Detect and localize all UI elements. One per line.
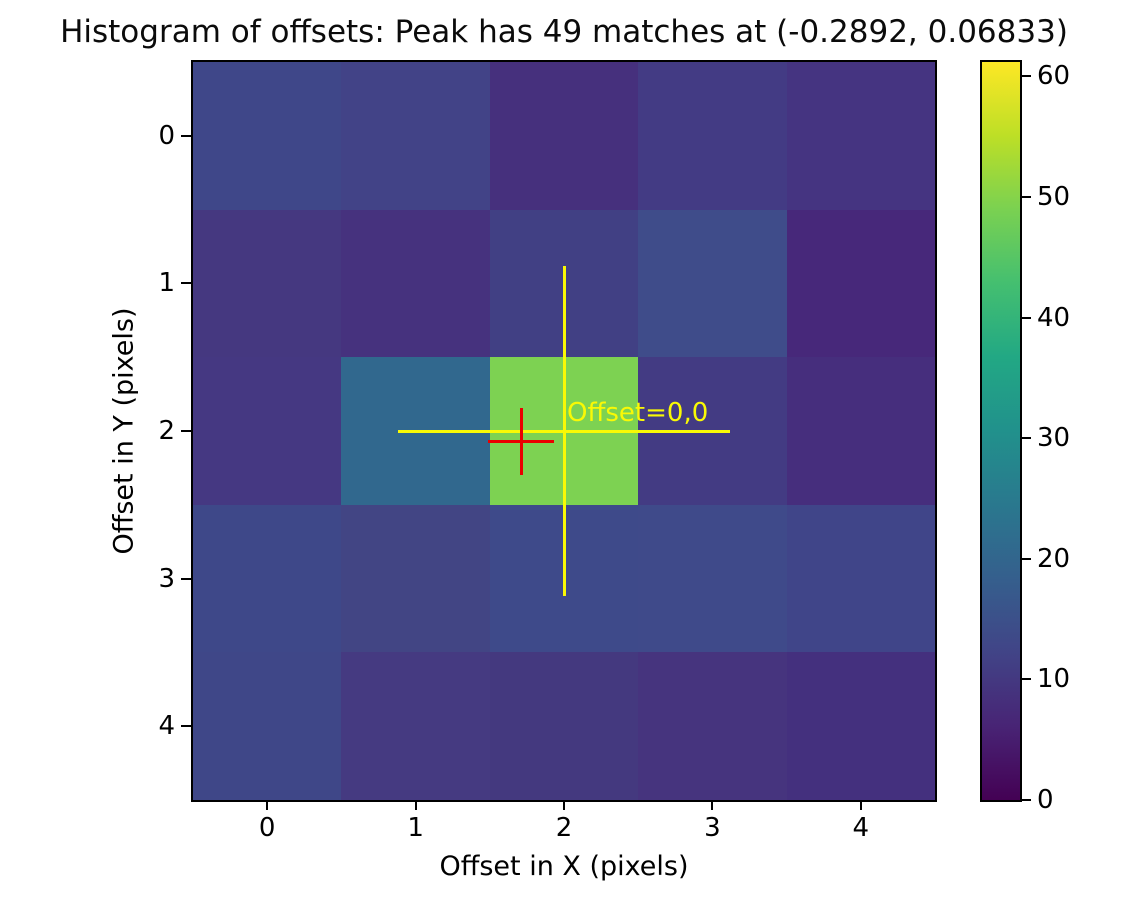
y-tick-mark xyxy=(181,134,191,137)
heatmap-cell xyxy=(193,62,341,210)
heatmap-cell xyxy=(787,62,935,210)
heatmap-cell xyxy=(193,652,341,800)
colorbar-tick-mark xyxy=(1022,557,1031,560)
heatmap-cell xyxy=(193,210,341,357)
x-tick-label: 2 xyxy=(555,813,573,843)
x-tick-mark xyxy=(711,800,714,810)
colorbar-tick-label: 10 xyxy=(1037,664,1071,695)
heatmap-plot-area: Offset=0,0 xyxy=(191,60,937,802)
heatmap-cell xyxy=(787,210,935,357)
y-tick-mark xyxy=(181,430,191,432)
x-tick-label: 1 xyxy=(407,813,424,843)
heatmap-cell xyxy=(341,652,490,800)
y-tick-label: 0 xyxy=(158,120,175,151)
zero-offset-crosshair-vline xyxy=(562,265,566,597)
x-tick-label: 3 xyxy=(704,813,721,843)
x-tick-label: 0 xyxy=(258,813,276,843)
colorbar-tick-label: 20 xyxy=(1037,543,1071,574)
colorbar-tick-label: 30 xyxy=(1037,423,1071,454)
x-tick-mark xyxy=(266,800,269,810)
heatmap-cell xyxy=(638,505,787,652)
x-tick-mark xyxy=(859,800,862,810)
heatmap-cell xyxy=(638,62,787,210)
y-tick-label: 1 xyxy=(158,268,175,299)
y-tick-label: 2 xyxy=(158,416,175,446)
heatmap-cell xyxy=(787,357,935,505)
y-tick-mark xyxy=(181,577,191,580)
y-tick-label: 4 xyxy=(158,711,175,742)
heatmap-cell xyxy=(490,652,638,800)
colorbar xyxy=(980,60,1022,802)
x-tick-mark xyxy=(414,800,417,810)
y-tick-mark xyxy=(181,725,191,728)
x-axis-label: Offset in X (pixels) xyxy=(439,851,689,882)
heatmap-cell xyxy=(341,62,490,210)
heatmap-cell xyxy=(193,357,341,505)
colorbar-tick-label: 50 xyxy=(1037,182,1071,213)
colorbar-tick-label: 0 xyxy=(1037,785,1054,815)
zero-offset-crosshair-label: Offset=0,0 xyxy=(567,398,709,428)
chart-title: Histogram of offsets: Peak has 49 matche… xyxy=(60,14,1068,50)
heatmap-cell xyxy=(787,652,935,800)
y-tick-mark xyxy=(181,282,191,285)
colorbar-tick-mark xyxy=(1022,678,1031,681)
heatmap-cell xyxy=(193,505,341,652)
heatmap-cell xyxy=(638,210,787,357)
peak-marker-vline xyxy=(519,407,523,475)
heatmap-cell xyxy=(638,652,787,800)
x-tick-mark xyxy=(563,800,565,810)
colorbar-tick-label: 60 xyxy=(1037,61,1071,92)
x-tick-label: 4 xyxy=(852,813,870,843)
colorbar-tick-mark xyxy=(1022,316,1031,319)
colorbar-tick-mark xyxy=(1022,437,1031,440)
colorbar-gradient xyxy=(982,62,1020,800)
heatmap-cell xyxy=(787,505,935,652)
y-tick-label: 3 xyxy=(158,563,175,594)
colorbar-tick-mark xyxy=(1022,196,1031,199)
heatmap-cell xyxy=(341,210,490,357)
colorbar-tick-label: 40 xyxy=(1037,302,1071,333)
heatmap-cell xyxy=(490,62,638,210)
heatmap-cell xyxy=(341,505,490,652)
y-axis-label: Offset in Y (pixels) xyxy=(108,307,140,555)
colorbar-tick-mark xyxy=(1022,799,1031,801)
colorbar-tick-mark xyxy=(1022,75,1031,78)
